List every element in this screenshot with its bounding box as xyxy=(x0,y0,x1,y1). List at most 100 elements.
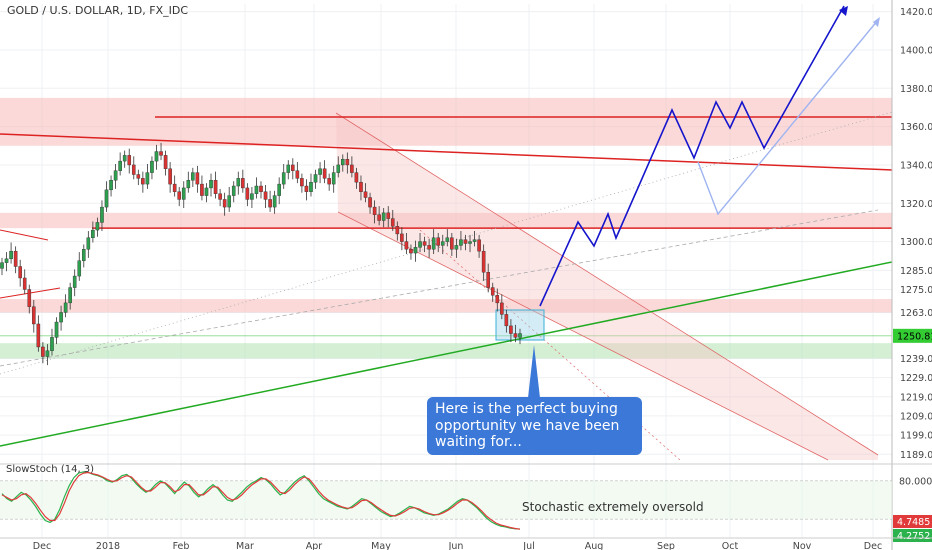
price-zones xyxy=(0,97,892,359)
support-trendline xyxy=(0,261,893,447)
candle-body-74 xyxy=(336,164,341,173)
y-tick-label: 1199.00 xyxy=(900,431,932,442)
dashed-trendline-2 xyxy=(0,209,879,367)
candle-body-51 xyxy=(231,185,236,196)
candle-body-24 xyxy=(109,180,113,191)
candle-body-113 xyxy=(513,333,518,338)
candle-body-25 xyxy=(113,170,118,181)
resistance-trendline xyxy=(0,133,893,171)
y-tick-label: 1263.00 xyxy=(900,308,932,319)
candle-body-28 xyxy=(127,155,132,166)
x-tick-label: Jul xyxy=(522,541,534,550)
x-tick-label: Feb xyxy=(173,541,190,550)
annotation-callout: Here is the perfect buying opportunity w… xyxy=(427,397,642,455)
candle-body-53 xyxy=(241,178,245,189)
candle-body-60 xyxy=(272,195,277,208)
projection-paths xyxy=(528,5,880,398)
candle-body-92 xyxy=(418,241,422,248)
x-tick-label: Dec xyxy=(864,541,882,550)
candle-body-96 xyxy=(436,237,441,246)
x-tick-label: Aug xyxy=(585,541,604,550)
stoch-line-1 xyxy=(1,471,521,530)
candle-body-3 xyxy=(13,250,18,267)
candle-body-73 xyxy=(331,172,336,185)
candle-body-38 xyxy=(172,183,177,192)
candle-body-71 xyxy=(322,168,327,179)
candle-body-93 xyxy=(422,241,427,246)
candle-body-77 xyxy=(350,164,354,173)
candle-body-17 xyxy=(77,260,82,277)
stoch-value-red: 4.7485 xyxy=(897,517,930,528)
candle-body-112 xyxy=(509,325,513,334)
annotation-text: Here is the perfect buying opportunity w… xyxy=(435,401,620,450)
candle-body-31 xyxy=(141,178,145,185)
candle-body-6 xyxy=(27,289,32,307)
candle-body-59 xyxy=(268,199,272,208)
stoch-band xyxy=(0,480,892,520)
price-axis: 1189.00 1199.00 1209.00 1219.00 1229.00 1239.… xyxy=(891,0,932,550)
y-tick-label: 1209.00 xyxy=(900,411,932,422)
y-tick-label: 1285.00 xyxy=(900,266,932,277)
candle-body-61 xyxy=(277,183,281,196)
stoch-badge-green xyxy=(893,529,932,542)
x-tick-label: Oct xyxy=(722,541,739,550)
y-tick-label: 1189.00 xyxy=(900,450,932,461)
resistance-zone-0 xyxy=(0,97,892,146)
stoch-annotation: Stochastic extremely oversold xyxy=(522,500,704,514)
candle-body-8 xyxy=(36,323,41,348)
last-price-badge xyxy=(893,328,932,343)
callout-pointer xyxy=(528,345,540,398)
candle-body-26 xyxy=(118,160,122,171)
primary-projection xyxy=(539,5,845,307)
dotted-trendline-1 xyxy=(0,111,893,375)
x-tick-label: Mar xyxy=(236,541,254,550)
candle-body-98 xyxy=(445,237,450,242)
x-tick-label: 2018 xyxy=(96,541,120,550)
candle-body-107 xyxy=(486,272,490,288)
candle-body-18 xyxy=(81,249,86,261)
candle-body-100 xyxy=(454,245,459,250)
candle-body-72 xyxy=(327,178,331,185)
candle-body-97 xyxy=(440,241,445,246)
candle-body-80 xyxy=(363,191,368,198)
candle-body-101 xyxy=(459,239,463,246)
candle-body-43 xyxy=(195,172,200,185)
candle-body-56 xyxy=(254,185,259,194)
candle-body-114 xyxy=(518,333,522,338)
x-tick-label: Apr xyxy=(306,541,323,550)
x-tick-label: Sep xyxy=(657,541,675,550)
candle-body-86 xyxy=(390,218,395,227)
candle-body-14 xyxy=(63,302,68,313)
candle-body-81 xyxy=(368,197,372,208)
stoch-value-green: 4.2752 xyxy=(897,531,930,542)
candle-body-68 xyxy=(309,181,313,192)
candle-body-70 xyxy=(318,168,322,175)
candle-body-2 xyxy=(9,250,13,260)
candle-body-83 xyxy=(377,214,381,221)
candle-body-9 xyxy=(41,346,45,357)
candle-body-104 xyxy=(472,239,477,242)
candle-body-111 xyxy=(504,314,509,327)
candle-body-75 xyxy=(340,158,345,166)
candle-body-30 xyxy=(136,174,141,179)
candle-body-99 xyxy=(450,237,454,250)
candle-body-105 xyxy=(477,239,481,252)
candle-body-15 xyxy=(68,287,72,304)
candle-body-65 xyxy=(295,170,300,179)
candle-body-49 xyxy=(222,199,227,208)
candle-body-37 xyxy=(168,168,172,185)
y-tick-label: 1340.00 xyxy=(900,160,932,171)
candle-body-33 xyxy=(150,160,154,173)
y-tick-label: 1275.00 xyxy=(900,285,932,296)
candle-body-84 xyxy=(381,212,386,221)
early-wedge-top xyxy=(0,229,49,241)
candle-body-69 xyxy=(313,174,318,183)
candle-body-102 xyxy=(463,239,468,244)
candle-body-79 xyxy=(359,181,363,192)
y-tick-label: 1229.00 xyxy=(900,373,932,384)
candlestick-series xyxy=(0,142,522,366)
support-zone xyxy=(0,343,892,359)
candle-body-20 xyxy=(91,229,95,238)
candle-body-76 xyxy=(345,158,350,166)
candle-body-40 xyxy=(181,187,186,200)
